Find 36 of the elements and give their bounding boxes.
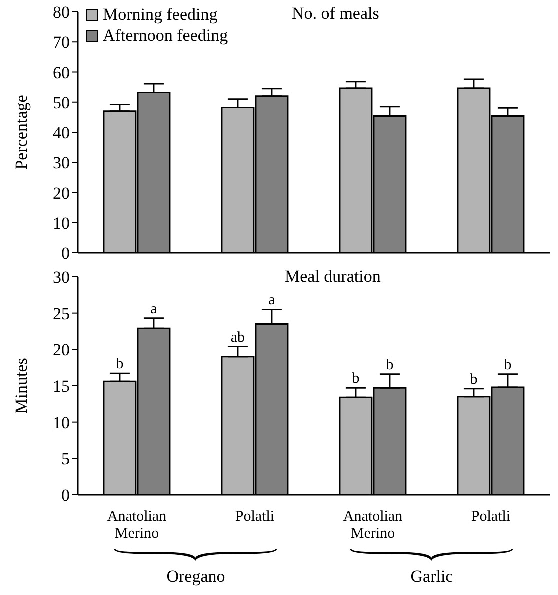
- y-axis-title: Minutes: [12, 358, 32, 414]
- data-label: b: [352, 371, 360, 388]
- x-tick-label: Polatli: [471, 509, 511, 525]
- y-tick-label: 20: [53, 184, 70, 203]
- data-label: a: [150, 301, 158, 318]
- chart-title: No. of meals: [292, 4, 380, 24]
- chart-title: Meal duration: [285, 267, 381, 287]
- y-tick-label: 60: [53, 63, 70, 82]
- y-tick-label: 25: [53, 304, 70, 324]
- data-label: a: [268, 292, 276, 309]
- x-tick-label: Anatolian Merino: [343, 509, 404, 542]
- y-tick-label: 20: [53, 340, 70, 360]
- data-label: b: [504, 357, 512, 374]
- y-tick-label: 30: [53, 154, 70, 173]
- y-tick-label: 0: [62, 244, 70, 264]
- y-tick-label: 50: [53, 93, 70, 112]
- y-tick-label: 10: [53, 214, 70, 233]
- y-axis-title: Percentage: [12, 95, 32, 170]
- x-tick-label: Polatli: [235, 509, 275, 525]
- y-tick-label: 0: [62, 486, 70, 506]
- y-tick-label: 10: [53, 413, 70, 432]
- y-tick-label: 5: [62, 450, 70, 469]
- data-label: ab: [230, 330, 246, 346]
- data-label: b: [386, 357, 394, 374]
- y-tick-label: 80: [53, 3, 70, 22]
- y-tick-label: 30: [53, 268, 70, 288]
- y-tick-label: 15: [53, 377, 70, 396]
- text: Oregano: [166, 567, 226, 587]
- legend-label: Afternoon feeding: [103, 25, 228, 46]
- x-tick-label: Anatolian Merino: [107, 509, 168, 542]
- y-tick-label: 40: [53, 124, 70, 143]
- text: Garlic: [410, 567, 454, 587]
- y-tick-label: 70: [53, 33, 70, 52]
- data-label: b: [470, 372, 478, 388]
- data-label: b: [116, 356, 124, 373]
- legend-label: Morning feeding: [103, 4, 218, 25]
